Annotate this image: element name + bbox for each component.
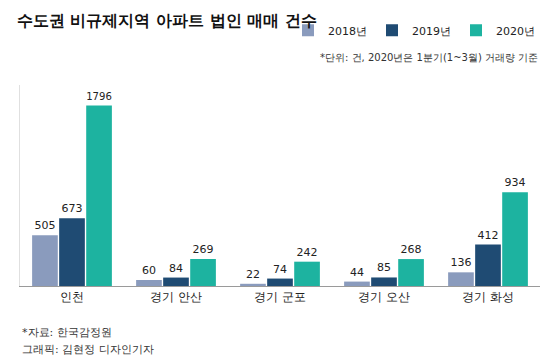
svg-text:인천: 인천 (60, 290, 84, 304)
svg-text:경기 안산: 경기 안산 (150, 290, 202, 304)
svg-text:*단위: 건, 2020년은 1분기(1~3월) 거래량 기: *단위: 건, 2020년은 1분기(1~3월) 거래량 기준 (320, 52, 538, 63)
svg-text:수도권 비규제지역 아파트 법인 매매 건수: 수도권 비규제지역 아파트 법인 매매 건수 (17, 11, 317, 30)
svg-text:85: 85 (377, 261, 391, 274)
svg-text:2020년: 2020년 (496, 25, 535, 38)
svg-text:242: 242 (297, 246, 318, 259)
svg-text:22: 22 (246, 268, 260, 281)
svg-text:*자료: 한국감정원: *자료: 한국감정원 (22, 326, 112, 339)
svg-text:505: 505 (34, 219, 55, 232)
svg-text:84: 84 (169, 262, 183, 275)
svg-text:2019년: 2019년 (412, 25, 451, 38)
svg-text:74: 74 (273, 263, 287, 276)
svg-text:경기 오산: 경기 오산 (358, 290, 410, 304)
svg-text:268: 268 (401, 243, 422, 256)
svg-text:그래픽: 김현정 디자인기자: 그래픽: 김현정 디자인기자 (22, 343, 154, 356)
svg-text:934: 934 (505, 176, 526, 189)
svg-text:60: 60 (142, 264, 156, 277)
svg-text:경기 화성: 경기 화성 (462, 290, 514, 304)
svg-text:412: 412 (478, 229, 499, 242)
svg-text:44: 44 (350, 266, 364, 279)
svg-text:269: 269 (193, 243, 214, 256)
svg-text:1796: 1796 (86, 91, 112, 102)
svg-text:2018년: 2018년 (328, 25, 367, 38)
svg-text:136: 136 (450, 256, 471, 269)
svg-text:경기 군포: 경기 군포 (254, 290, 306, 304)
svg-text:673: 673 (62, 202, 83, 215)
